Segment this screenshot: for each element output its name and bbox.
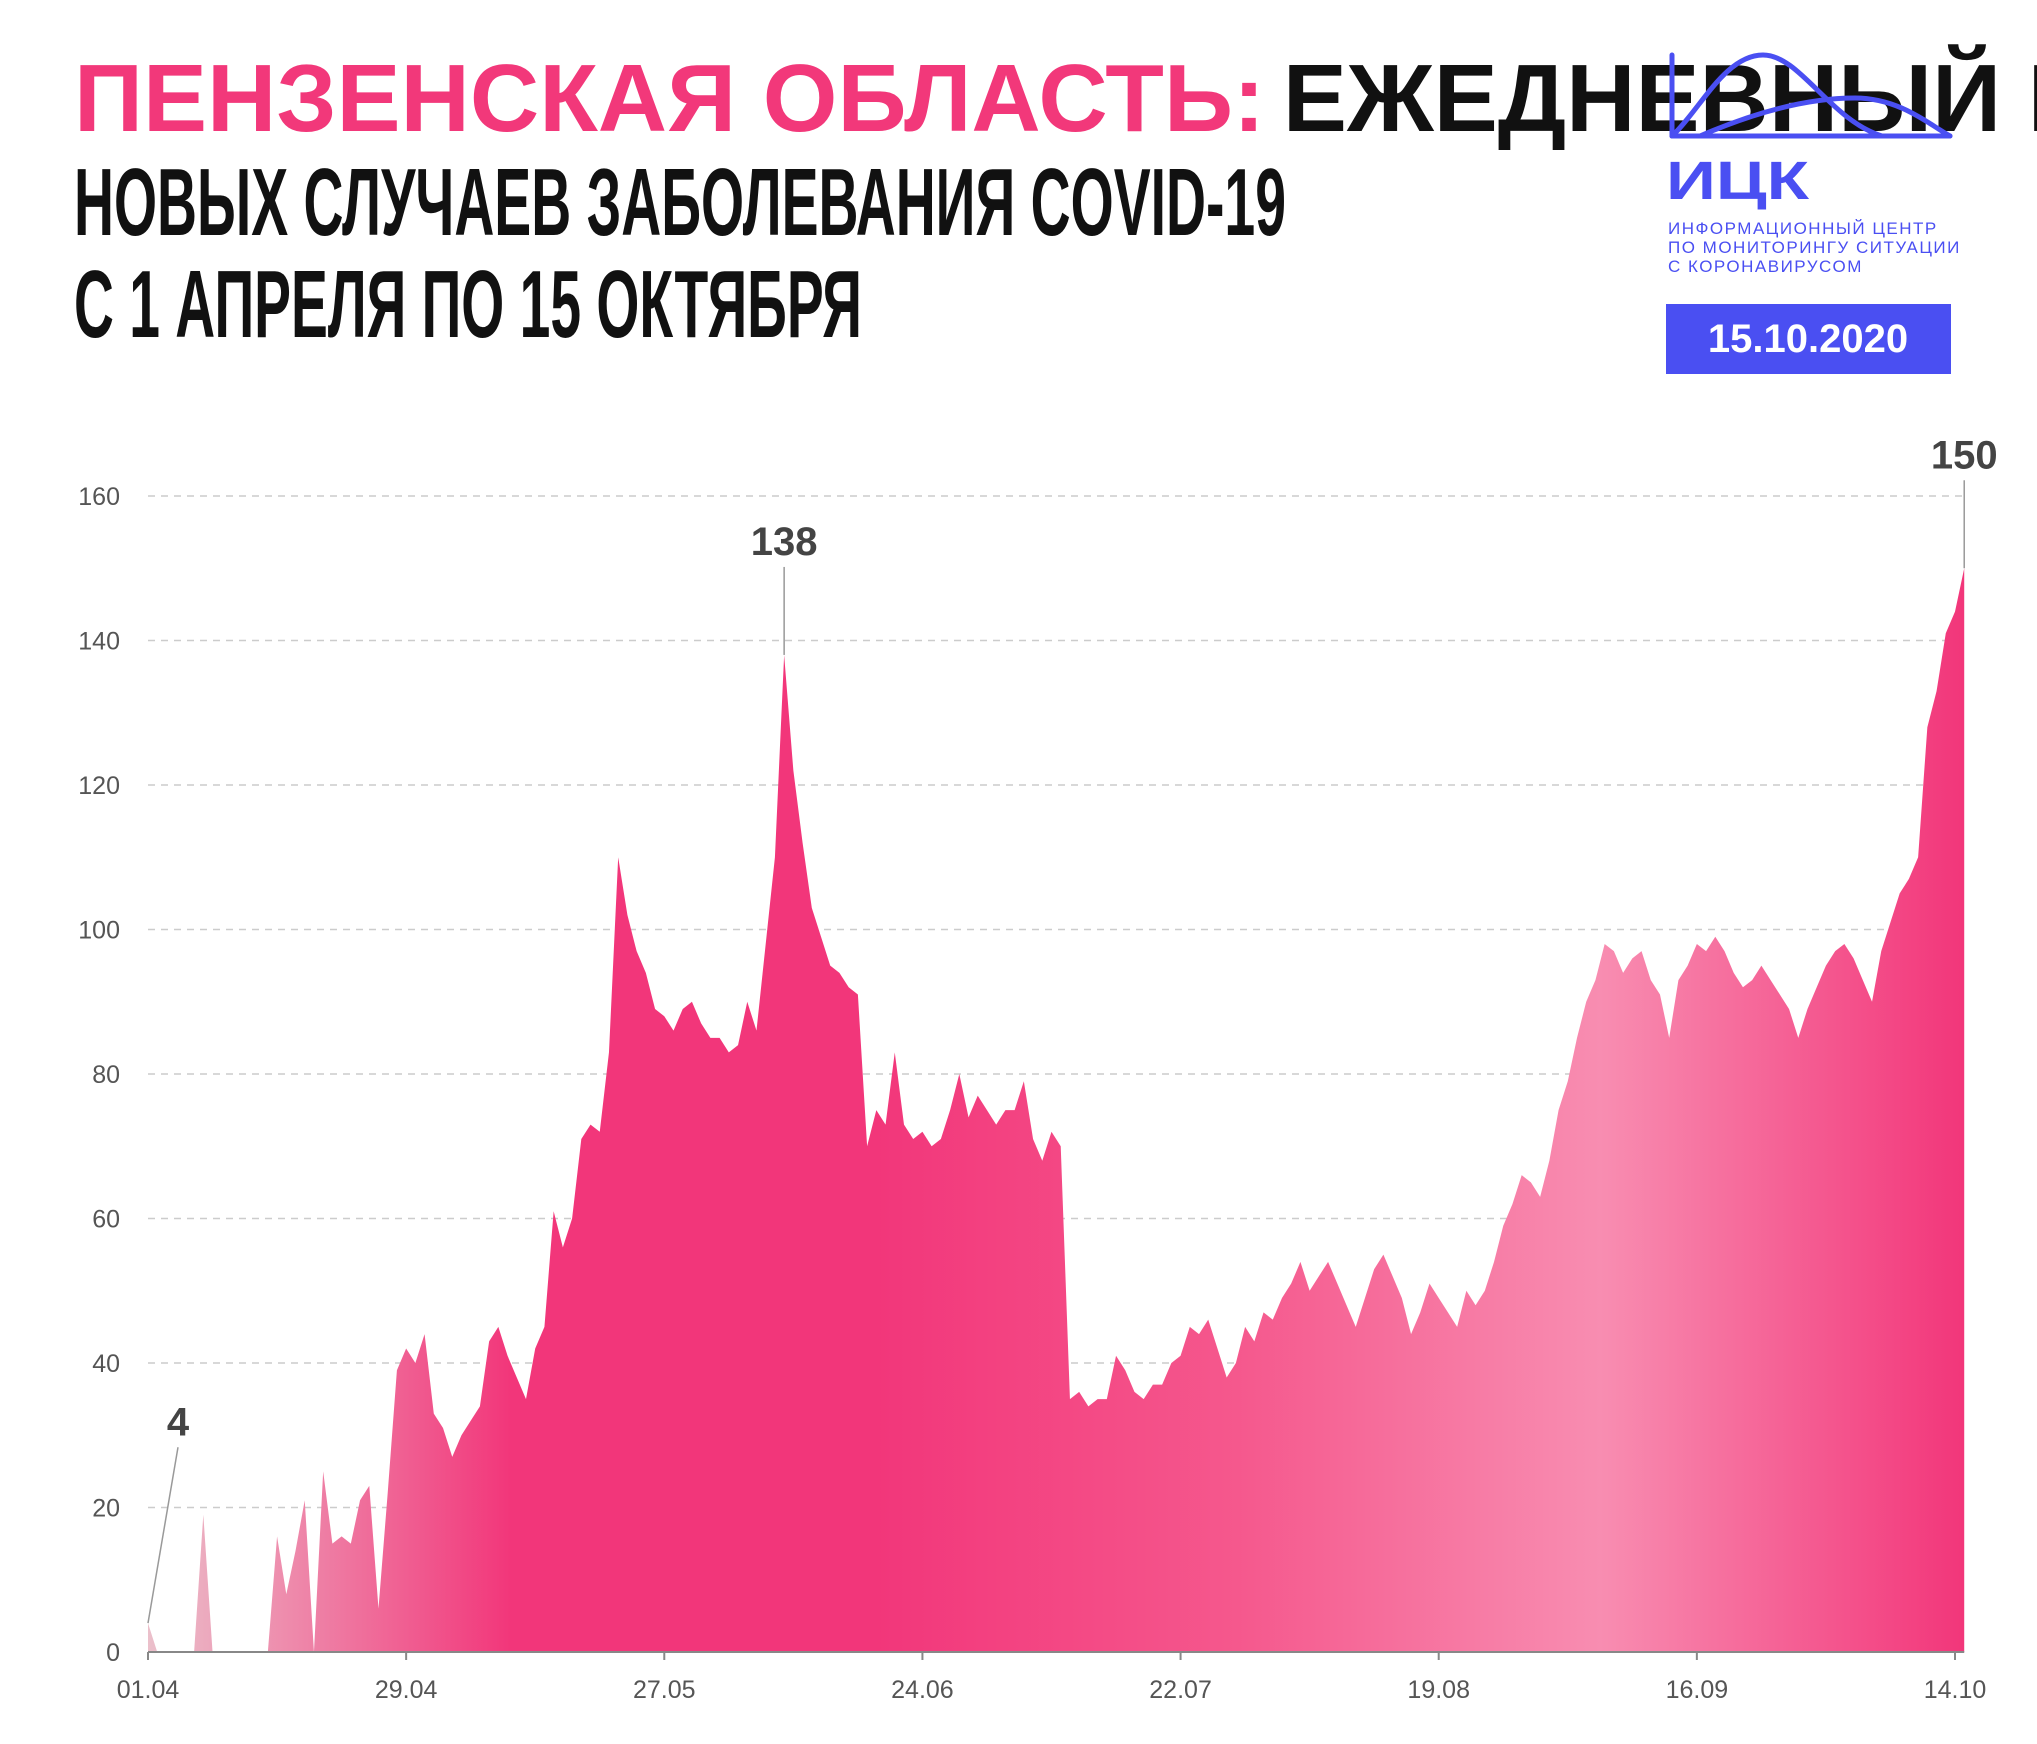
x-tick-label: 27.05 — [633, 1676, 696, 1704]
y-tick-label: 100 — [78, 917, 120, 945]
title-line: С 1 АПРЕЛЯ ПО 15 ОКТЯБРЯ — [74, 251, 862, 358]
y-tick-label: 80 — [92, 1061, 120, 1089]
x-tick-label: 01.04 — [117, 1676, 180, 1704]
y-tick-label: 120 — [78, 772, 120, 800]
date-box — [1666, 304, 1951, 374]
x-tick-label: 29.04 — [375, 1676, 438, 1704]
logo-curve — [1669, 52, 1885, 139]
region: ПЕНЗЕНСКАЯ ОБЛАСТЬ: — [74, 45, 1265, 152]
area — [148, 568, 1965, 1652]
data-label: 150 — [1931, 433, 1998, 477]
y-tick-label: 60 — [92, 1206, 120, 1234]
y-tick-label: 160 — [78, 483, 120, 511]
leader-line — [147, 1447, 179, 1624]
x-tick-label: 24.06 — [891, 1676, 954, 1704]
chart-title: ПЕНЗЕНСКАЯ ОБЛАСТЬ:ЕЖЕДНЕВНЫЙ ПРИРОСТ — [74, 43, 2037, 152]
y-tick-label: 40 — [92, 1350, 120, 1378]
logo-text: ПО МОНИТОРИНГУ СИТУАЦИИ — [1668, 238, 1961, 257]
logo-abbr: ИЦК — [1666, 151, 1810, 211]
x-tick-label: 16.09 — [1666, 1676, 1729, 1704]
x-tick-label: 22.07 — [1149, 1676, 1212, 1704]
logo — [1669, 52, 1953, 139]
x-tick-label: 14.10 — [1924, 1676, 1987, 1704]
data-label: 4 — [167, 1400, 190, 1444]
logo-text: С КОРОНАВИРУСОМ — [1668, 257, 1863, 276]
y-tick-label: 20 — [92, 1495, 120, 1523]
date: 15.10.2020 — [1708, 317, 1908, 361]
logo-text: ИНФОРМАЦИОННЫЙ ЦЕНТР — [1668, 219, 1938, 238]
y-tick-label: 0 — [106, 1639, 120, 1667]
data-label: 138 — [751, 520, 818, 564]
y-tick-label: 140 — [78, 628, 120, 656]
title-line: НОВЫХ СЛУЧАЕВ ЗАБОЛЕВАНИЯ COVID-19 — [74, 149, 1286, 256]
x-tick-label: 19.08 — [1407, 1676, 1470, 1704]
logo-curve — [1697, 95, 1953, 139]
